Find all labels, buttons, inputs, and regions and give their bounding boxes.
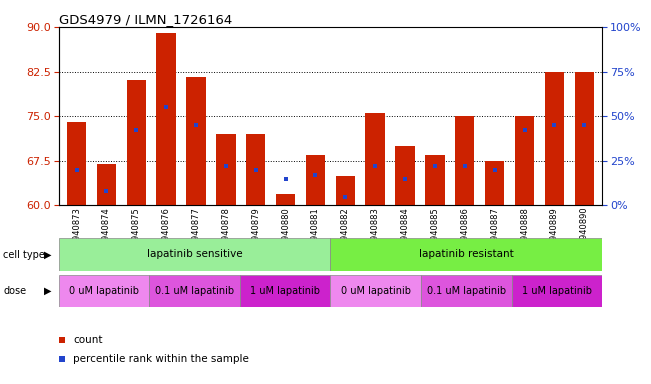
Bar (67, 122, 86, 205)
Bar (395, 146, 415, 205)
Text: cell type: cell type (3, 250, 45, 260)
Text: GDS4979 / ILMN_1726164: GDS4979 / ILMN_1726164 (59, 13, 232, 26)
Bar (59, 275, 149, 307)
Text: 0.1 uM lapatinib: 0.1 uM lapatinib (155, 286, 234, 296)
Text: lapatinib sensitive: lapatinib sensitive (146, 249, 242, 260)
Bar (365, 113, 385, 205)
Bar (149, 275, 240, 307)
Bar (330, 238, 602, 271)
Text: percentile rank within the sample: percentile rank within the sample (73, 354, 249, 364)
Bar (96, 164, 116, 205)
Bar (306, 155, 325, 205)
Bar (515, 116, 534, 205)
Text: 1 uM lapatinib: 1 uM lapatinib (250, 286, 320, 296)
Bar (336, 176, 355, 205)
Text: lapatinib resistant: lapatinib resistant (419, 249, 514, 260)
Bar (330, 275, 421, 307)
Text: ▶: ▶ (44, 286, 52, 296)
Bar (455, 116, 475, 205)
Bar (545, 71, 564, 205)
Text: dose: dose (3, 286, 27, 296)
Bar (421, 275, 512, 307)
Bar (512, 275, 602, 307)
Bar (425, 155, 445, 205)
Text: count: count (73, 335, 103, 345)
Text: ▶: ▶ (44, 250, 52, 260)
Bar (156, 33, 176, 205)
Bar (485, 161, 505, 205)
Text: 0 uM lapatinib: 0 uM lapatinib (340, 286, 411, 296)
Bar (276, 194, 296, 205)
Text: 0 uM lapatinib: 0 uM lapatinib (69, 286, 139, 296)
Bar (246, 134, 266, 205)
Text: 1 uM lapatinib: 1 uM lapatinib (522, 286, 592, 296)
Text: 0.1 uM lapatinib: 0.1 uM lapatinib (426, 286, 506, 296)
Bar (186, 78, 206, 205)
Bar (240, 275, 330, 307)
Bar (575, 71, 594, 205)
Bar (126, 81, 146, 205)
Bar (216, 134, 236, 205)
Bar (59, 238, 330, 271)
